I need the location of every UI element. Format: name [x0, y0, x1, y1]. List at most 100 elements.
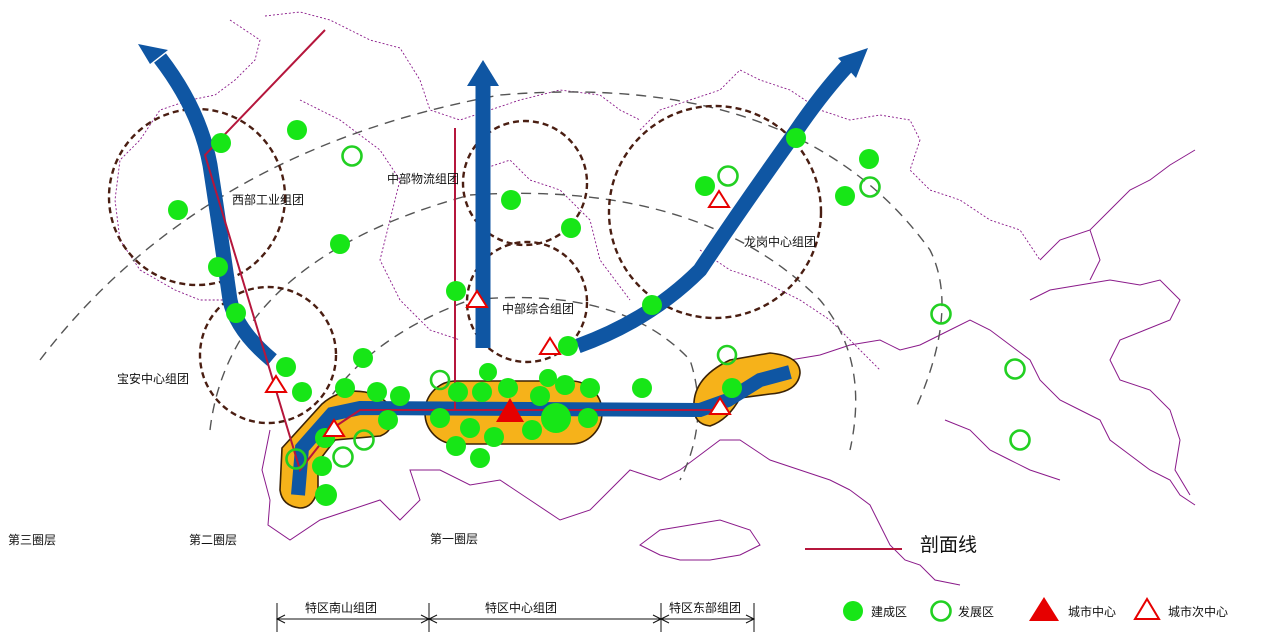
label-zone-center: 特区中心组团 [485, 600, 557, 615]
development-area-dots [285, 145, 1031, 470]
built-dot [561, 218, 581, 238]
cluster-circle-logistics [461, 119, 589, 247]
built-dot [539, 369, 557, 387]
dev-dot [930, 303, 952, 325]
built-dot [470, 448, 490, 468]
built-dot [276, 357, 296, 377]
label-longgang-center: 龙岗中心组团 [744, 234, 816, 249]
label-ring-second: 第二圈层 [189, 533, 237, 547]
label-central-logistics: 中部物流组团 [387, 171, 459, 186]
subcenter-triangle [322, 418, 346, 437]
dev-dot [716, 344, 738, 366]
dev-dot [1004, 358, 1026, 380]
legend-subcenter-icon [1133, 597, 1161, 620]
profile-lines [203, 29, 720, 473]
city-center-triangle [496, 398, 524, 422]
built-dot [498, 378, 518, 398]
label-zone-nanshan: 特区南山组团 [305, 600, 377, 615]
built-dot [378, 410, 398, 430]
dev-dot [332, 446, 354, 468]
axis-arrowheads [138, 44, 868, 86]
legend-city-center-icon [1029, 597, 1059, 621]
dev-dot [353, 429, 375, 451]
subcenter-triangle [465, 289, 489, 308]
legend-subcenter-label: 城市次中心 [1168, 604, 1228, 619]
built-dot [558, 336, 578, 356]
dev-dot [341, 145, 363, 167]
built-dot [312, 456, 332, 476]
label-west-industrial: 西部工业组团 [232, 192, 304, 207]
built-dot [859, 149, 879, 169]
built-dot [642, 295, 662, 315]
built-dot [211, 133, 231, 153]
legend-built-icon [843, 601, 863, 621]
zone-axis [275, 603, 756, 632]
axis-west [154, 53, 277, 366]
dev-dot [1009, 429, 1031, 451]
built-dot [330, 234, 350, 254]
admin-boundaries [114, 11, 1041, 371]
label-central-comprehensive: 中部综合组团 [502, 301, 574, 316]
arrowhead-northeast [838, 48, 868, 78]
development-axes [154, 53, 854, 496]
subcenter-triangle [707, 189, 731, 208]
legend-development-label: 发展区 [958, 604, 994, 619]
built-dot [446, 436, 466, 456]
built-dot [541, 403, 571, 433]
label-profile-line: 剖面线 [920, 534, 977, 556]
built-dot [484, 427, 504, 447]
built-dot [353, 348, 373, 368]
cluster-circle-baoan [198, 285, 338, 425]
built-dot [168, 200, 188, 220]
subcenter-triangle [264, 374, 288, 393]
axis-east-northeast [575, 59, 854, 354]
built-dot [580, 378, 600, 398]
subcenter-triangle [538, 336, 562, 355]
built-dot [472, 382, 492, 402]
dev-dot [429, 369, 451, 391]
cluster-circle-comprehensive [465, 240, 589, 364]
built-dot [695, 176, 715, 196]
built-dot [522, 420, 542, 440]
core-capsule-nanshan [279, 390, 394, 509]
built-dot [208, 257, 228, 277]
built-dot [292, 382, 312, 402]
built-area-dots [168, 120, 879, 506]
built-dot [446, 281, 466, 301]
dev-dot [717, 165, 739, 187]
built-dot [287, 120, 307, 140]
label-baoan-center: 宝安中心组团 [117, 371, 189, 386]
built-dot [530, 386, 550, 406]
city-subcenters [264, 189, 732, 437]
legend: 建成区 发展区 城市中心 城市次中心 [843, 597, 1228, 622]
legend-built-label: 建成区 [871, 605, 907, 619]
built-dot [555, 375, 575, 395]
dev-dot [285, 448, 307, 470]
built-dot [501, 190, 521, 210]
built-dot [430, 408, 450, 428]
label-zone-east: 特区东部组团 [669, 600, 741, 615]
arrowhead-north [467, 60, 499, 86]
cluster-circle-longgang [607, 104, 823, 320]
label-ring-first: 第一圈层 [430, 532, 478, 546]
built-dot [479, 363, 497, 381]
legend-development-icon [930, 600, 952, 622]
label-ring-third: 第三圈层 [8, 533, 56, 547]
built-dot [460, 418, 480, 438]
coastline [261, 149, 1196, 586]
built-dot [786, 128, 806, 148]
built-dot [632, 378, 652, 398]
built-dot [226, 303, 246, 323]
arrowhead-west [138, 44, 168, 64]
built-dot [367, 382, 387, 402]
built-dot [835, 186, 855, 206]
legend-city-center-label: 城市中心 [1068, 604, 1116, 619]
built-dot [722, 378, 742, 398]
built-dot [448, 382, 468, 402]
dev-dot [859, 176, 881, 198]
subcenter-triangle [708, 396, 732, 415]
built-dot [578, 408, 598, 428]
built-dot [315, 484, 337, 506]
built-dot [335, 378, 355, 398]
